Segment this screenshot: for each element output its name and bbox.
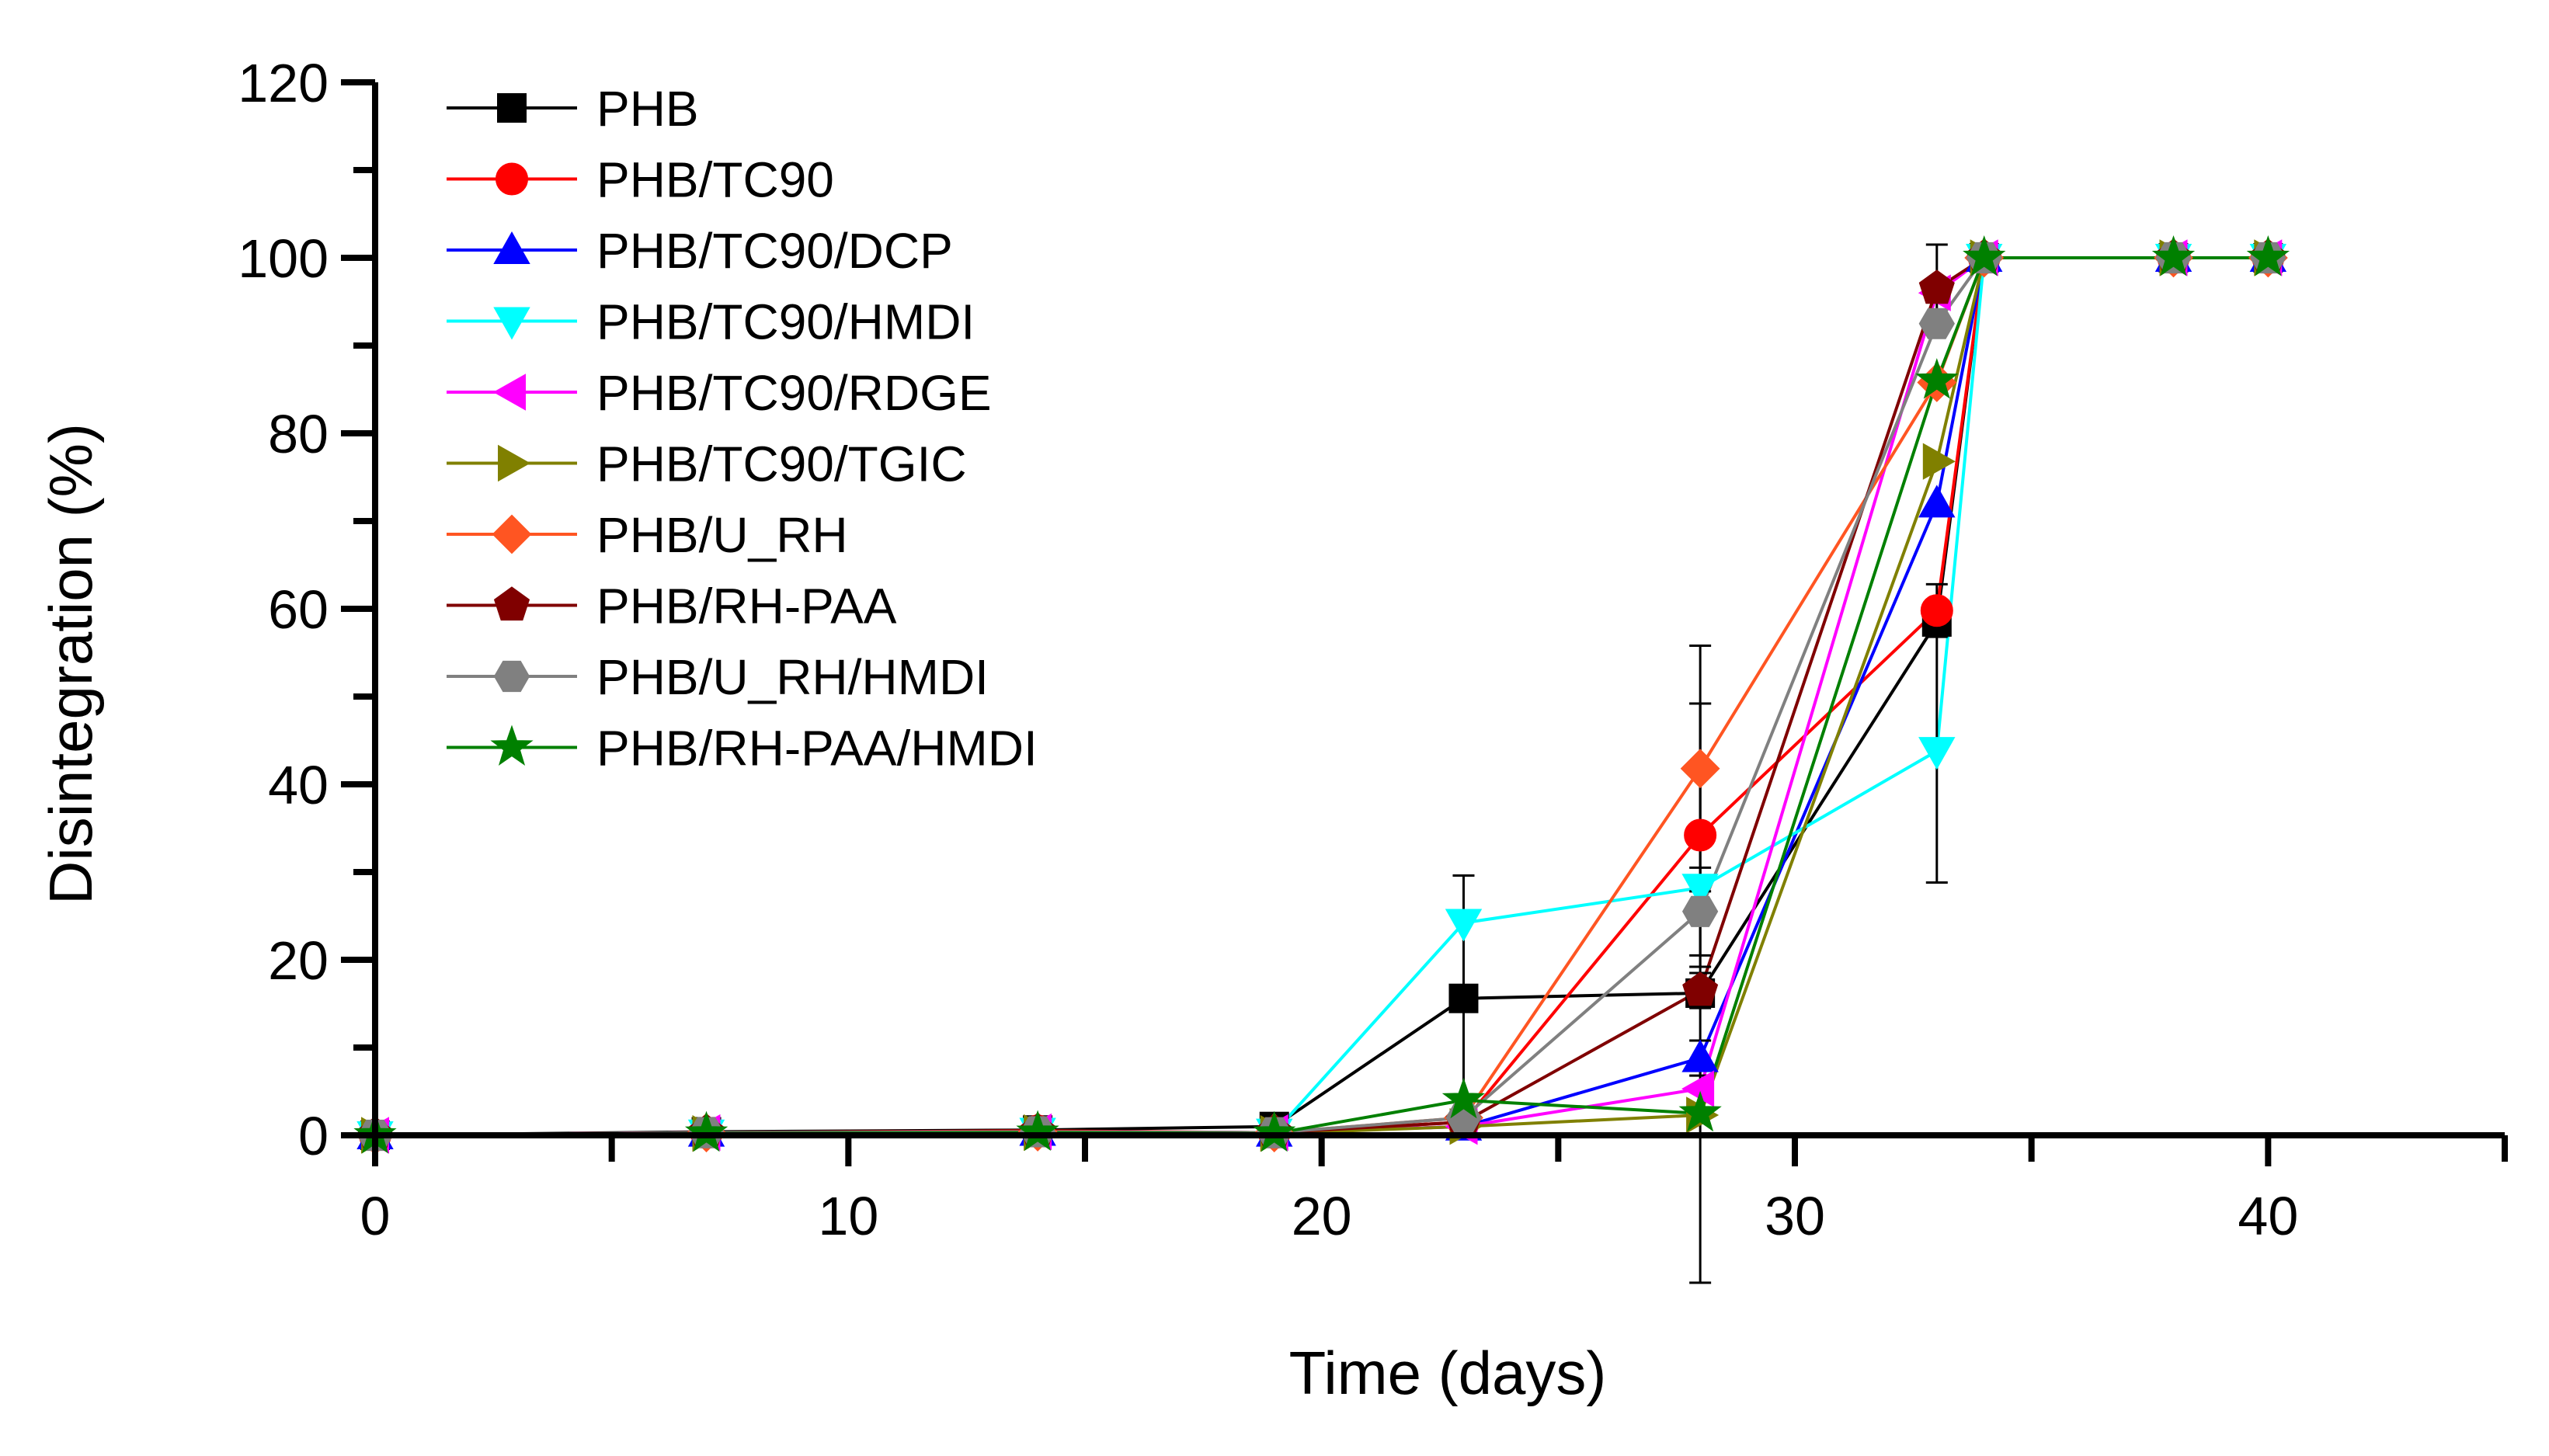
data-point-9-1 (684, 1110, 729, 1152)
data-point-9-4 (1441, 1077, 1486, 1119)
y-axis-title: Disintegration (%) (37, 423, 105, 905)
legend-label: PHB (596, 81, 699, 137)
data-point-9-2 (1016, 1110, 1059, 1152)
data-point-5-6 (1922, 443, 1956, 480)
x-tick-label: 20 (1292, 1186, 1352, 1246)
data-point-9-9 (2246, 235, 2290, 276)
data-point-9-7 (1963, 235, 2006, 276)
legend-marker (492, 514, 532, 554)
y-tick-label: 0 (298, 1106, 329, 1166)
x-tick-label: 0 (360, 1186, 391, 1246)
data-point-1-6 (1920, 594, 1953, 627)
data-point-1-5 (1684, 818, 1717, 852)
data-point-8-5 (1681, 895, 1719, 927)
x-tick-label: 40 (2238, 1186, 2298, 1246)
data-point-9-8 (2151, 235, 2196, 276)
legend-marker (493, 231, 530, 264)
data-point-9-3 (1253, 1110, 1296, 1152)
data-point-0-4 (1448, 983, 1479, 1013)
legend: PHB PHB/TC90 PHB/TC90/DCP PHB/TC90/HMDI PHB/… (447, 81, 1038, 777)
y-tick-label: 100 (238, 228, 329, 289)
legend-label: PHB/RH-PAA (596, 579, 897, 634)
legend-label: PHB/TC90/TGIC (596, 436, 967, 492)
data-point-9-5 (1678, 1090, 1722, 1132)
legend-label: PHB/U_RH/HMDI (596, 649, 989, 705)
legend-marker (497, 93, 527, 123)
data-point-2-5 (1681, 1039, 1719, 1072)
data-point-8-6 (1918, 308, 1955, 339)
x-tick-label: 30 (1765, 1186, 1825, 1246)
x-axis-title: Time (days) (1289, 1339, 1607, 1407)
legend-label: PHB/TC90/DCP (596, 223, 953, 279)
x-tick-label: 10 (818, 1186, 878, 1246)
legend-marker (493, 660, 530, 693)
data-point-6-5 (1680, 749, 1720, 789)
y-tick-label: 80 (268, 404, 329, 464)
legend-label: PHB/TC90/HMDI (596, 294, 975, 350)
y-tick-label: 60 (268, 579, 329, 640)
y-tick-label: 120 (238, 53, 329, 113)
data-point-7-6 (1918, 269, 1955, 304)
legend-marker (490, 725, 534, 766)
legend-marker (492, 374, 526, 411)
legend-label: PHB/TC90/RDGE (596, 365, 992, 421)
y-tick-label: 40 (268, 755, 329, 815)
legend-marker (498, 444, 531, 482)
data-point-2-6 (1918, 485, 1956, 518)
axes: 0 10 20 30 40 0 20 40 60 80 100 120 (238, 53, 2508, 1246)
data-point-9-6 (1915, 358, 1959, 399)
y-tick-label: 20 (268, 930, 329, 991)
data-point-3-6 (1918, 737, 1956, 770)
legend-marker (493, 307, 530, 340)
data-point-3-4 (1445, 909, 1483, 942)
legend-label: PHB/TC90 (596, 152, 834, 208)
legend-label: PHB/RH-PAA/HMDI (596, 721, 1038, 777)
legend-label: PHB/U_RH (596, 507, 848, 563)
data-point-3-5 (1681, 874, 1719, 907)
legend-marker (493, 586, 530, 621)
data-point-7-5 (1682, 971, 1719, 1006)
legend-marker (496, 162, 528, 196)
